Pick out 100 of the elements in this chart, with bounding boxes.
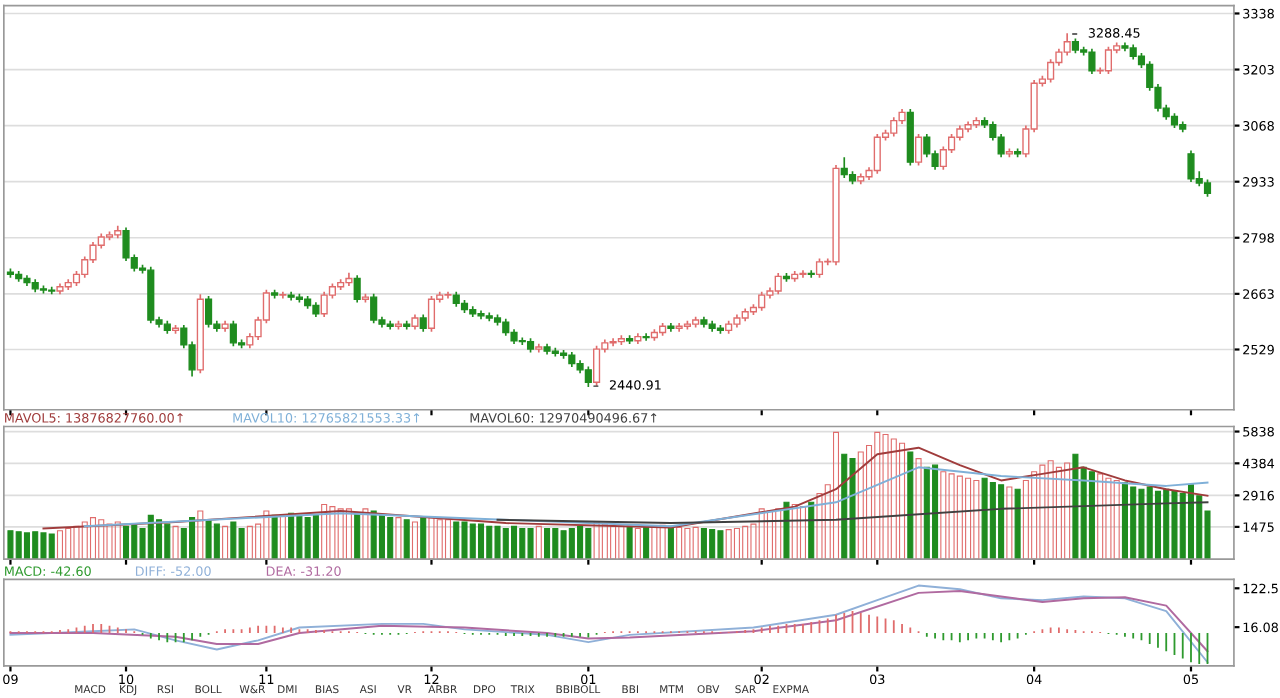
bar [444,519,452,560]
bar [527,527,534,560]
candlestick [914,133,923,166]
bar [1047,460,1054,560]
bar [610,525,617,560]
bar [65,527,72,560]
bar [816,492,823,560]
bar [857,451,864,560]
bar [56,530,64,560]
bar [808,501,815,560]
bar [932,464,939,560]
bar [849,458,856,560]
candlestick [774,273,782,295]
candlestick [1088,48,1096,75]
bar [568,527,575,560]
bar [420,517,427,560]
bar [907,451,914,560]
candlestick [1047,59,1055,83]
candlestick [444,291,452,299]
bar [1022,479,1029,560]
candlestick [370,293,378,324]
candlestick [1187,150,1195,183]
bar [899,442,906,560]
bar [156,519,163,560]
bar [395,517,402,560]
bar [321,503,328,560]
bar [651,525,658,560]
bar [354,512,361,560]
candlestick [799,270,807,278]
bar [742,525,749,560]
bar [948,473,955,560]
bar [775,508,782,560]
bar [634,527,641,560]
bar [263,510,270,560]
bar [1031,471,1038,560]
candlestick [229,320,237,347]
bar [1039,464,1046,560]
bar [453,521,460,560]
bar [923,466,930,560]
candlestick [593,345,601,386]
bar [535,525,542,560]
bar [799,506,807,560]
bar [246,525,253,560]
bar [511,525,518,560]
bar [940,471,947,560]
bar [15,531,22,560]
bar [585,527,592,560]
bar [1072,453,1079,560]
candlestick [667,322,675,332]
bar [73,525,80,560]
bar [329,506,336,560]
candlestick [807,270,815,278]
bar [378,514,385,560]
bar [1163,488,1170,560]
candlestick [353,275,361,303]
bar [477,523,485,560]
bar [296,514,303,560]
bar [469,523,476,560]
bar [700,527,707,560]
bar [189,517,196,560]
bar [238,527,245,560]
line-series [9,590,1209,653]
bar [40,532,47,560]
candlestick [840,157,848,178]
bar [1187,484,1195,560]
bar [601,523,608,560]
bar [1097,473,1104,560]
bar [791,503,798,560]
bar [659,524,666,560]
bar [1088,471,1095,560]
line-series [42,446,1209,530]
bar [733,527,740,560]
bar [1146,486,1153,560]
bar [684,527,691,560]
bar [486,525,493,560]
bar [618,525,625,560]
bar [436,519,443,560]
bar [271,514,278,560]
line-series [83,466,1209,528]
bar [552,527,559,560]
bar [643,526,650,560]
bar [1138,488,1145,560]
bar [965,477,972,560]
bar [998,484,1005,560]
bar [337,508,344,560]
bar [197,510,204,560]
bar [164,523,171,560]
bar [213,523,220,560]
bar [205,519,212,560]
bar [973,479,980,560]
bar [841,453,848,560]
bar [890,438,897,560]
bar [1006,486,1013,560]
bar [758,508,765,560]
candlestick [427,295,436,332]
candlestick [518,337,526,345]
bar [717,530,724,560]
bar [915,458,922,560]
bar [494,525,501,560]
candlestick [1063,33,1071,56]
